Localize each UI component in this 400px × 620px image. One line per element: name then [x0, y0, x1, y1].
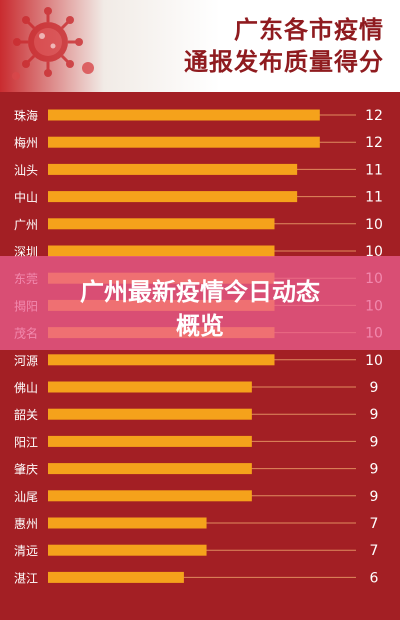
category-label: 湛江	[14, 571, 38, 585]
value-label: 9	[370, 407, 379, 423]
headline-line-2: 概览	[176, 312, 224, 340]
category-label: 河源	[14, 354, 38, 368]
headline-text: 广州最新疫情今日动态 概览	[0, 275, 400, 343]
category-label: 深圳	[14, 245, 38, 259]
value-label: 7	[370, 516, 379, 532]
value-label: 9	[370, 380, 379, 396]
category-label: 惠州	[14, 517, 38, 531]
category-label: 珠海	[14, 108, 38, 123]
bar	[48, 408, 252, 420]
bar	[48, 381, 252, 393]
chart-title: 广东各市疫情 通报发布质量得分	[114, 14, 384, 78]
value-label: 10	[365, 353, 383, 369]
bar	[48, 571, 184, 583]
category-label: 汕尾	[14, 490, 38, 504]
bar-chart: 珠海12梅州12汕头11中山11广州10深圳10东莞10揭阳10茂名10河源10…	[0, 92, 400, 620]
value-label: 7	[370, 543, 379, 559]
value-label: 11	[365, 162, 383, 178]
bar-chart-svg: 珠海12梅州12汕头11中山11广州10深圳10东莞10揭阳10茂名10河源10…	[14, 108, 383, 586]
category-label: 中山	[14, 190, 38, 205]
value-label: 9	[370, 462, 379, 478]
value-label: 10	[365, 217, 383, 233]
bar	[48, 463, 252, 475]
category-label: 佛山	[14, 381, 38, 395]
bar	[48, 490, 252, 502]
category-label: 韶关	[14, 407, 38, 422]
category-label: 清远	[14, 544, 38, 558]
headline-line-1: 广州最新疫情今日动态	[80, 278, 320, 306]
category-label: 梅州	[14, 135, 38, 150]
category-label: 汕头	[14, 163, 38, 177]
value-label: 12	[365, 108, 383, 124]
headline-banner	[0, 256, 400, 350]
bar	[48, 544, 207, 556]
bar	[48, 163, 298, 175]
bar	[48, 354, 275, 366]
header: 广东各市疫情 通报发布质量得分	[0, 0, 400, 92]
bar	[48, 109, 320, 121]
bar	[48, 245, 275, 257]
value-label: 6	[370, 570, 379, 586]
title-line-1: 广东各市疫情	[234, 16, 384, 44]
category-label: 肇庆	[14, 462, 38, 477]
value-label: 12	[365, 135, 383, 151]
value-label: 9	[370, 434, 379, 450]
value-label: 11	[365, 190, 383, 206]
value-label: 9	[370, 489, 379, 505]
bar	[48, 517, 207, 529]
title-line-2: 通报发布质量得分	[184, 48, 384, 76]
bar	[48, 191, 298, 203]
category-label: 阳江	[14, 435, 38, 449]
bar	[48, 136, 320, 148]
category-label: 广州	[14, 218, 38, 232]
bar	[48, 218, 275, 230]
bar	[48, 435, 252, 447]
virus-icon	[12, 7, 94, 80]
